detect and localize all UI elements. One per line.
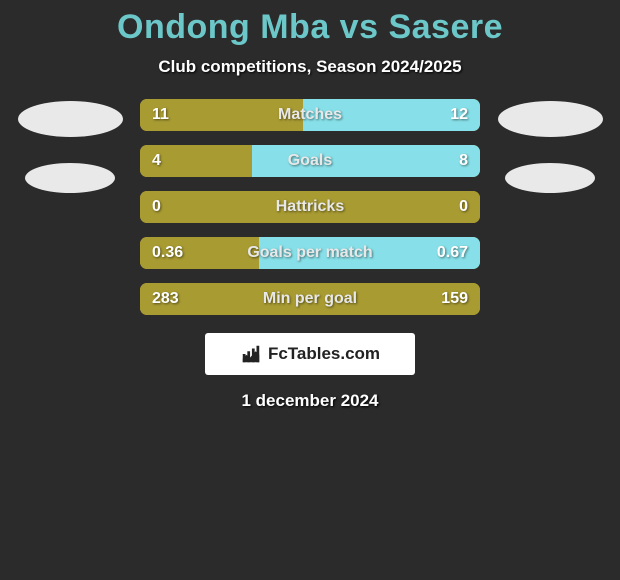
chart-icon	[240, 343, 262, 365]
left-logo-col	[0, 99, 140, 193]
stat-right-value: 12	[410, 106, 480, 124]
stat-bar-3: 0.36Goals per match0.67	[140, 237, 480, 269]
player-left-logo	[18, 101, 123, 137]
stat-right-value: 0	[410, 198, 480, 216]
stat-left-value: 0	[140, 198, 210, 216]
stat-label: Hattricks	[210, 198, 410, 216]
stat-right-value: 0.67	[410, 244, 480, 262]
stat-left-value: 283	[140, 290, 210, 308]
player-right-logo-2	[505, 163, 595, 193]
comparison-panel: 11Matches12 4Goals8 0Hattricks0 0.36Goals p…	[0, 99, 620, 315]
stat-bar-1: 4Goals8	[140, 145, 480, 177]
brand-text: FcTables.com	[268, 344, 380, 364]
stat-right-value: 159	[410, 290, 480, 308]
stat-left-value: 4	[140, 152, 210, 170]
player-left-logo-2	[25, 163, 115, 193]
brand-badge: FcTables.com	[205, 333, 415, 375]
stat-right-value: 8	[410, 152, 480, 170]
stat-left-value: 11	[140, 106, 210, 124]
subtitle: Club competitions, Season 2024/2025	[0, 57, 620, 77]
stat-bar-0: 11Matches12	[140, 99, 480, 131]
stat-bar-2: 0Hattricks0	[140, 191, 480, 223]
right-logo-col	[480, 99, 620, 193]
stat-bar-4: 283Min per goal159	[140, 283, 480, 315]
stat-label: Matches	[210, 106, 410, 124]
player-right-logo	[498, 101, 603, 137]
stat-bars: 11Matches12 4Goals8 0Hattricks0 0.36Goals p…	[140, 99, 480, 315]
stat-label: Min per goal	[210, 290, 410, 308]
stat-label: Goals per match	[210, 244, 410, 262]
stat-label: Goals	[210, 152, 410, 170]
page-title: Ondong Mba vs Sasere	[0, 0, 620, 47]
stat-left-value: 0.36	[140, 244, 210, 262]
date-stamp: 1 december 2024	[0, 391, 620, 411]
